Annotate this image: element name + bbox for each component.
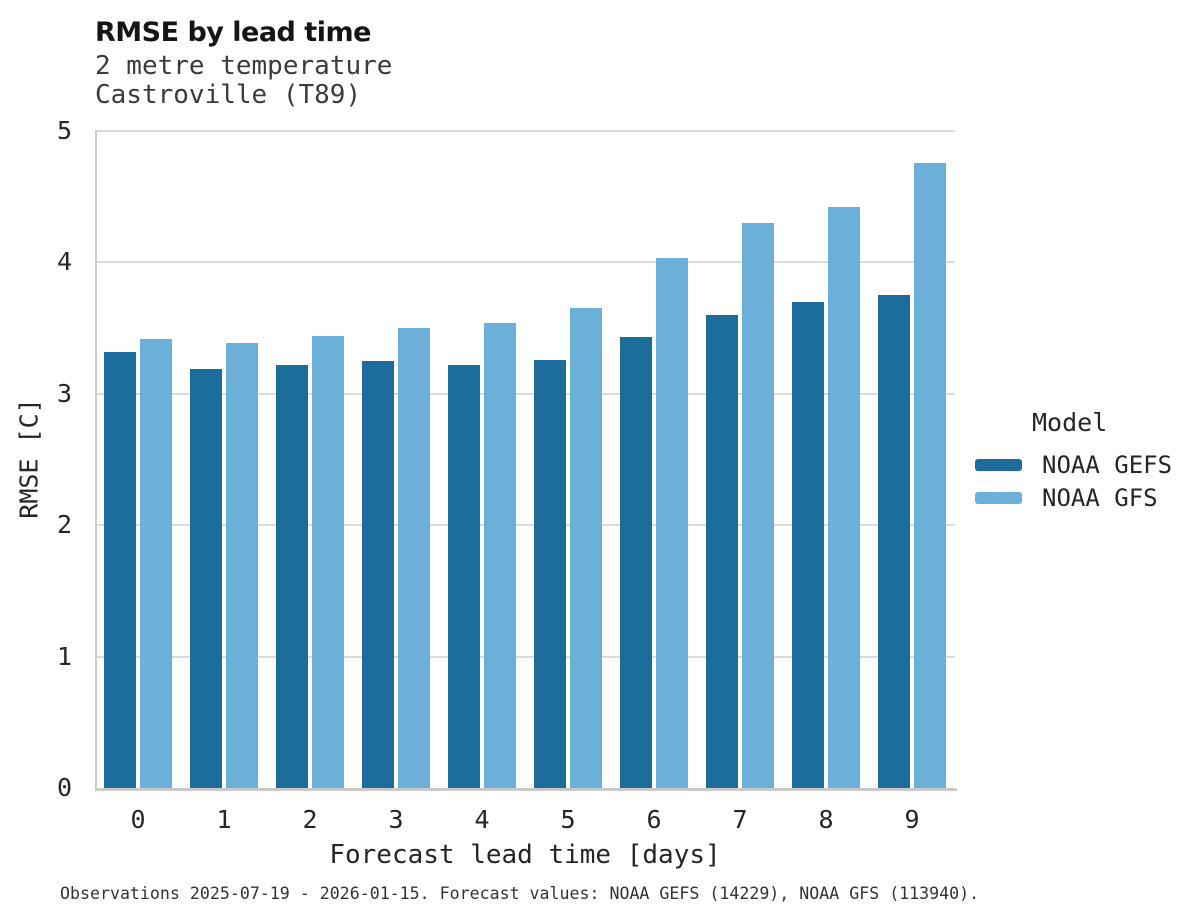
legend-title: Model bbox=[1032, 408, 1108, 437]
x-tick-label: 0 bbox=[130, 805, 146, 834]
x-tick-label: 4 bbox=[474, 805, 490, 834]
bar-noaa-gefs bbox=[448, 364, 480, 788]
y-tick-label: 3 bbox=[56, 378, 72, 408]
gridline bbox=[95, 392, 955, 395]
x-tick-label: 6 bbox=[646, 805, 662, 834]
y-axis-title: RMSE [C] bbox=[14, 398, 44, 519]
legend-swatch-icon bbox=[975, 459, 1022, 471]
chart-subtitle-station: Castroville (T89) bbox=[95, 80, 362, 110]
bar-noaa-gefs bbox=[190, 368, 222, 788]
legend-item: NOAA GFS bbox=[975, 483, 1190, 513]
legend-swatch-icon bbox=[975, 492, 1022, 504]
bar-noaa-gfs bbox=[484, 322, 516, 788]
y-tick-label: 5 bbox=[56, 116, 72, 145]
gridline bbox=[95, 655, 955, 658]
bar-noaa-gefs bbox=[534, 359, 566, 788]
bar-noaa-gfs bbox=[742, 222, 774, 788]
x-tick-label: 5 bbox=[560, 805, 576, 834]
y-axis-line bbox=[95, 131, 97, 788]
x-tick-label: 2 bbox=[302, 805, 318, 834]
legend-item: NOAA GEFS bbox=[975, 450, 1190, 480]
x-tick-label: 7 bbox=[732, 805, 748, 834]
x-tick-label: 1 bbox=[216, 805, 232, 834]
x-tick-label: 8 bbox=[818, 805, 834, 834]
chart-subtitle-variable: 2 metre temperature bbox=[95, 51, 393, 81]
bar-noaa-gfs bbox=[656, 258, 688, 788]
gridline bbox=[95, 524, 955, 527]
bar-noaa-gfs bbox=[312, 335, 344, 788]
plot-area bbox=[95, 130, 957, 791]
bar-noaa-gfs bbox=[828, 207, 860, 788]
bar-noaa-gefs bbox=[104, 351, 136, 788]
x-axis-line bbox=[95, 788, 957, 791]
y-tick-label: 1 bbox=[56, 641, 72, 671]
gridline bbox=[95, 130, 955, 132]
legend: Model NOAA GEFS NOAA GFS bbox=[975, 408, 1190, 516]
x-axis-title: Forecast lead time [days] bbox=[329, 840, 721, 870]
legend-label: NOAA GFS bbox=[1042, 484, 1158, 512]
bar-noaa-gfs bbox=[140, 338, 172, 788]
legend-items: NOAA GEFS NOAA GFS bbox=[975, 450, 1190, 513]
bar-noaa-gefs bbox=[878, 295, 910, 788]
gridline bbox=[95, 261, 955, 264]
x-tick-label: 9 bbox=[904, 805, 920, 834]
y-tick-label: 4 bbox=[56, 247, 72, 277]
y-tick-label: 2 bbox=[56, 510, 72, 540]
legend-label: NOAA GEFS bbox=[1042, 451, 1173, 479]
bar-noaa-gefs bbox=[276, 364, 308, 788]
bar-noaa-gefs bbox=[706, 314, 738, 788]
chart-title: RMSE by lead time bbox=[95, 17, 371, 48]
bar-noaa-gefs bbox=[792, 301, 824, 788]
bar-noaa-gfs bbox=[914, 162, 946, 788]
bar-noaa-gfs bbox=[398, 328, 430, 788]
bar-noaa-gefs bbox=[620, 337, 652, 788]
bar-noaa-gefs bbox=[362, 360, 394, 788]
y-tick-label: 0 bbox=[56, 773, 72, 802]
caption: Observations 2025-07-19 - 2026-01-15. Fo… bbox=[60, 884, 980, 903]
bar-noaa-gfs bbox=[226, 342, 258, 788]
bar-noaa-gfs bbox=[570, 308, 602, 788]
x-tick-label: 3 bbox=[388, 805, 404, 834]
